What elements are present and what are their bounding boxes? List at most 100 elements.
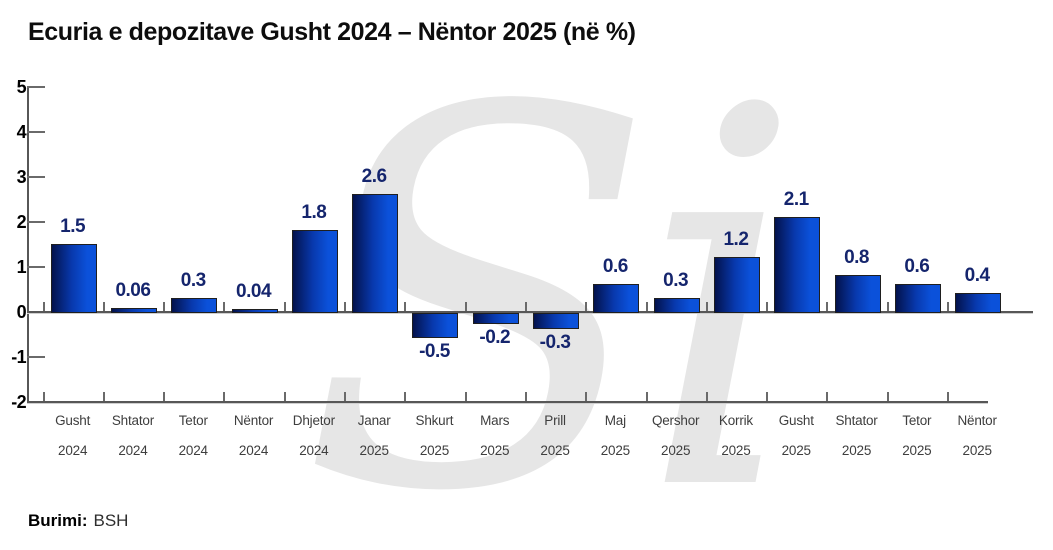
month-label: Shtator	[111, 413, 154, 428]
x-axis-tick	[102, 392, 105, 401]
month-label: Maj	[604, 413, 626, 428]
x-axis-tick	[705, 392, 708, 401]
x-axis-tick	[42, 392, 45, 401]
bar	[894, 284, 941, 313]
month-label: Gusht	[55, 413, 91, 428]
x-axis-tick	[404, 392, 407, 401]
y-axis-tick	[27, 86, 45, 88]
bar	[834, 275, 881, 313]
month-label: Tetor	[902, 413, 932, 428]
month-label: Dhjetor	[292, 413, 335, 428]
bar	[352, 194, 399, 313]
zero-line-tick	[585, 302, 588, 311]
x-axis-tick	[645, 392, 648, 401]
year-label: 2025	[540, 443, 570, 458]
x-axis-tick	[163, 392, 166, 401]
zero-line-tick	[524, 302, 527, 311]
year-label: 2025	[841, 443, 872, 458]
bar-value-label: 1.5	[60, 215, 86, 237]
year-label: 2025	[962, 443, 992, 458]
month-label: Tetor	[178, 413, 208, 428]
month-label: Qershor	[651, 413, 700, 428]
bar	[955, 293, 1002, 313]
zero-line	[27, 311, 1033, 313]
y-tick-label: 1	[16, 257, 27, 277]
zero-line-tick	[947, 302, 949, 311]
year-label: 2024	[58, 443, 88, 458]
zero-line-tick	[464, 302, 467, 311]
year-label: 2024	[238, 443, 269, 458]
y-axis-tick	[27, 266, 45, 268]
x-axis-tick	[766, 392, 769, 401]
x-axis-tick	[524, 392, 527, 401]
y-tick-label: 2	[16, 212, 27, 232]
year-label: 2025	[661, 443, 691, 458]
bar	[231, 309, 278, 313]
bar	[291, 230, 338, 313]
y-tick-label: 5	[16, 77, 27, 97]
y-tick-label: 0	[16, 302, 27, 322]
x-axis-tick	[283, 392, 286, 401]
bar-value-label: 0.06	[115, 280, 151, 302]
bar-value-label: 0.4	[964, 265, 990, 286]
y-axis-tick	[27, 356, 45, 358]
zero-line-tick	[766, 302, 769, 311]
month-label: Prill	[544, 413, 566, 428]
bar	[713, 257, 760, 313]
bar-value-label: 0.3	[180, 269, 206, 291]
month-label: Nëntor	[233, 413, 274, 428]
y-axis-tick	[27, 221, 45, 223]
zero-line-tick	[102, 302, 105, 311]
bar	[774, 216, 821, 313]
source-label: Burimi:	[28, 511, 88, 530]
year-label: 2024	[118, 443, 148, 458]
bar-value-label: 0.8	[844, 247, 869, 268]
zero-line-tick	[163, 302, 166, 311]
zero-line-tick	[404, 302, 407, 311]
year-label: 2025	[600, 443, 630, 458]
y-tick-label: -2	[11, 392, 26, 412]
year-label: 2025	[480, 443, 510, 458]
bar	[412, 313, 459, 338]
month-label: Mars	[480, 413, 510, 428]
page-title: Ecuria e depozitave Gusht 2024 – Nëntor …	[28, 18, 636, 46]
bar	[171, 297, 218, 313]
y-tick-label: 3	[16, 167, 27, 187]
year-label: 2025	[359, 443, 389, 458]
bar-value-label: -0.2	[479, 327, 511, 348]
bar-value-label: -0.5	[419, 340, 450, 362]
bar-value-label: 1.2	[723, 229, 749, 250]
bar	[533, 313, 580, 329]
bar-value-label: 0.6	[602, 256, 628, 277]
x-axis-tick	[886, 392, 889, 401]
year-label: 2025	[781, 443, 811, 458]
month-label: Korrik	[718, 413, 753, 428]
bar-value-label: 2.6	[361, 166, 387, 187]
zero-line-tick	[223, 302, 226, 311]
zero-line-tick	[42, 302, 45, 311]
x-axis-tick	[826, 392, 829, 401]
month-label: Nëntor	[957, 413, 997, 428]
month-label: Shkurt	[415, 413, 454, 428]
x-axis-line	[27, 401, 988, 403]
year-label: 2025	[902, 443, 932, 458]
zero-line-tick	[283, 302, 286, 311]
zero-line-tick	[705, 302, 708, 311]
zero-line-tick	[344, 302, 346, 311]
source-value: BSH	[93, 511, 129, 530]
y-axis-tick	[27, 176, 45, 178]
year-label: 2024	[178, 443, 208, 458]
bar	[472, 313, 519, 324]
month-label: Gusht	[778, 413, 814, 428]
source-line: Burimi: BSH	[28, 511, 128, 531]
y-axis-tick	[27, 131, 45, 133]
x-axis-tick	[223, 392, 226, 401]
bar	[593, 284, 640, 313]
bar	[653, 297, 700, 313]
bar	[110, 308, 157, 313]
y-tick-label: 4	[16, 122, 27, 142]
x-axis-tick	[464, 392, 467, 401]
year-label: 2025	[721, 443, 751, 458]
